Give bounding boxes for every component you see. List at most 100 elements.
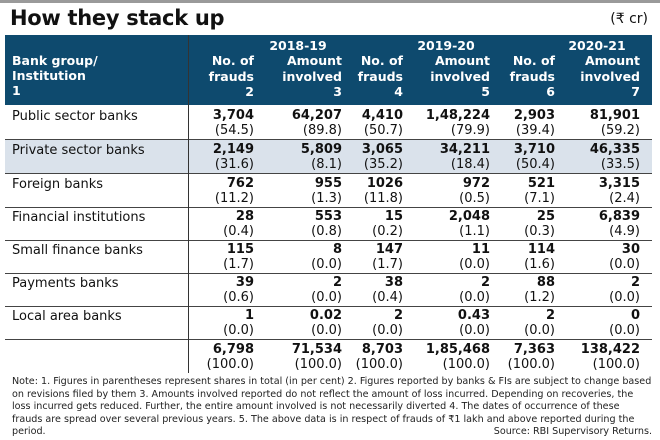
cell-share: (1.1) xyxy=(459,224,490,239)
cell-share: (0.0) xyxy=(459,323,490,338)
column-divider xyxy=(188,35,189,373)
cell-value: 3,704 xyxy=(212,108,254,123)
column-header: No. of frauds 2 xyxy=(209,53,254,100)
table-cell: 955 (1.3) xyxy=(311,176,342,206)
cell-value: 64,207 xyxy=(291,108,342,123)
table-cell: 762 (11.2) xyxy=(215,176,254,206)
cell-value: 5,809 xyxy=(300,142,342,157)
cell-value: 88 xyxy=(536,275,555,290)
cell-value: 1026 xyxy=(366,176,403,191)
cell-value: 2,048 xyxy=(448,209,490,224)
cell-value: 6,839 xyxy=(598,209,640,224)
table-cell: 71,534 (100.0) xyxy=(292,342,342,372)
cell-share: (100.0) xyxy=(442,357,490,372)
cell-share: (0.3) xyxy=(524,224,555,239)
cell-value: 8 xyxy=(332,242,342,257)
table-cell: 2 (0.0) xyxy=(311,275,342,305)
table-cell: 3,065 (35.2) xyxy=(362,142,403,172)
column-header-l2: frauds xyxy=(357,68,403,84)
table-cell: 3,704 (54.5) xyxy=(213,108,254,138)
column-header-l2: involved xyxy=(430,68,490,84)
cell-share: (100.0) xyxy=(206,357,254,372)
table-cell: 3,315 (2.4) xyxy=(599,176,640,206)
cell-share: (0.0) xyxy=(609,290,640,305)
row-label-header: Bank group/ Institution 1 xyxy=(12,53,98,98)
cell-value: 2,149 xyxy=(212,142,254,157)
cell-value: 1,48,224 xyxy=(425,108,490,123)
cell-share: (2.4) xyxy=(609,191,640,206)
table-cell: 2 (0.0) xyxy=(524,308,555,338)
cell-share: (0.0) xyxy=(311,257,342,272)
row-label-number: 1 xyxy=(12,83,21,98)
column-header-l1: Amount xyxy=(584,53,640,68)
table-header: Bank group/ Institution 1 2018-19 2019-20… xyxy=(5,35,652,105)
cell-share: (100.0) xyxy=(294,357,342,372)
column-header-l1: No. of xyxy=(360,53,403,68)
top-rule xyxy=(0,0,660,3)
cell-share: (0.8) xyxy=(311,224,342,239)
page-title: How they stack up xyxy=(10,6,225,30)
cell-share: (0.0) xyxy=(524,323,555,338)
cell-share: (1.7) xyxy=(223,257,254,272)
table-cell: 39 (0.6) xyxy=(223,275,254,305)
column-header-n: 7 xyxy=(631,84,640,99)
cell-share: (1.2) xyxy=(524,290,555,305)
cell-value: 46,335 xyxy=(589,142,640,157)
cell-value: 0.43 xyxy=(457,308,490,323)
table-cell: 2 (0.0) xyxy=(372,308,403,338)
row-label-line2: Institution xyxy=(12,68,86,83)
table-cell: 25 (0.3) xyxy=(524,209,555,239)
table-cell: 6,839 (4.9) xyxy=(599,209,640,239)
table-cell: 114 (1.6) xyxy=(524,242,555,272)
cell-share: (1.6) xyxy=(524,257,555,272)
table-cell: 972 (0.5) xyxy=(459,176,490,206)
cell-value: 2,903 xyxy=(513,108,555,123)
table-cell: 0.43 (0.0) xyxy=(458,308,490,338)
cell-share: (11.2) xyxy=(214,191,254,206)
cell-share: (35.2) xyxy=(363,157,403,172)
cell-share: (100.0) xyxy=(355,357,403,372)
source-text: Source: RBI Supervisory Returns. xyxy=(493,426,652,437)
table-row: Public sector banks 3,704 (54.5) 64,207 (89.… xyxy=(5,106,652,140)
cell-value: 2 xyxy=(630,275,640,290)
table-cell: 2 (0.0) xyxy=(459,275,490,305)
column-header-n: 5 xyxy=(481,84,490,99)
row-name: Financial institutions xyxy=(12,210,146,225)
cell-share: (0.6) xyxy=(223,290,254,305)
table-row: Payments banks 39 (0.6) 2 (0.0) 38 (0.4) 2 (0.0)… xyxy=(5,273,652,307)
cell-value: 4,410 xyxy=(361,108,403,123)
cell-value: 28 xyxy=(235,209,254,224)
cell-share: (31.6) xyxy=(214,157,254,172)
cell-value: 553 xyxy=(314,209,342,224)
column-header-l2: frauds xyxy=(509,68,555,84)
cell-share: (50.7) xyxy=(363,123,403,138)
cell-value: 0.02 xyxy=(309,308,342,323)
note-text: Note: 1. Figures in parentheses represen… xyxy=(12,376,652,437)
cell-share: (18.4) xyxy=(450,157,490,172)
cell-value: 34,211 xyxy=(439,142,490,157)
cell-value: 3,710 xyxy=(513,142,555,157)
column-header-l1: No. of xyxy=(211,53,254,68)
year-header: 2018-19 xyxy=(269,38,327,53)
row-name: Small finance banks xyxy=(12,243,143,258)
cell-value: 762 xyxy=(226,176,254,191)
cell-value: 30 xyxy=(621,242,640,257)
table-cell: 147 (1.7) xyxy=(372,242,403,272)
footnote: Note: 1. Figures in parentheses represen… xyxy=(12,376,652,439)
cell-value: 115 xyxy=(226,242,254,257)
table-cell: 1,48,224 (79.9) xyxy=(426,108,490,138)
cell-value: 81,901 xyxy=(589,108,640,123)
cell-value: 2 xyxy=(393,308,403,323)
row-name: Private sector banks xyxy=(12,143,145,158)
column-header: No. of frauds 4 xyxy=(358,53,403,100)
cell-value: 3,315 xyxy=(598,176,640,191)
column-header-n: 2 xyxy=(245,84,254,99)
table-row: Small finance banks 115 (1.7) 8 (0.0) 147 (1.7… xyxy=(5,240,652,274)
table-cell: 2,048 (1.1) xyxy=(449,209,490,239)
table-cell: 88 (1.2) xyxy=(524,275,555,305)
table-cell: 11 (0.0) xyxy=(459,242,490,272)
column-header-l1: Amount xyxy=(286,53,342,68)
table-cell: 7,363 (100.0) xyxy=(508,342,555,372)
cell-value: 114 xyxy=(527,242,555,257)
table-cell: 138,422 (100.0) xyxy=(581,342,640,372)
